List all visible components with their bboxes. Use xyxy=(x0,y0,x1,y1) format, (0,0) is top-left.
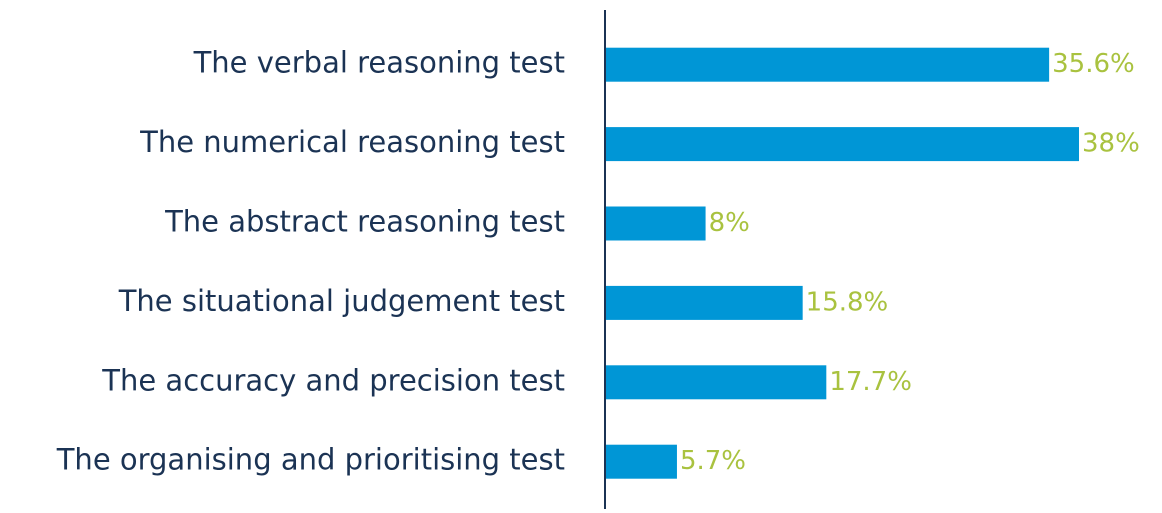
value-label: 5.7% xyxy=(680,446,746,476)
bar xyxy=(606,285,803,320)
category-label: The abstract reasoning test xyxy=(164,205,565,239)
bar xyxy=(606,444,677,479)
value-label: 17.7% xyxy=(829,367,912,397)
bar xyxy=(606,206,706,241)
value-label: 8% xyxy=(709,208,750,238)
category-label: The accuracy and precision test xyxy=(101,363,565,397)
category-label: The verbal reasoning test xyxy=(193,46,565,80)
category-label: The numerical reasoning test xyxy=(139,125,565,159)
value-label: 15.8% xyxy=(806,287,889,317)
category-label: The organising and prioritising test xyxy=(56,443,565,477)
bar xyxy=(606,127,1079,162)
value-label: 35.6% xyxy=(1052,49,1135,79)
bar xyxy=(606,47,1050,82)
category-label: The situational judgement test xyxy=(118,284,565,318)
bar xyxy=(606,365,827,400)
value-label: 38% xyxy=(1082,129,1140,159)
